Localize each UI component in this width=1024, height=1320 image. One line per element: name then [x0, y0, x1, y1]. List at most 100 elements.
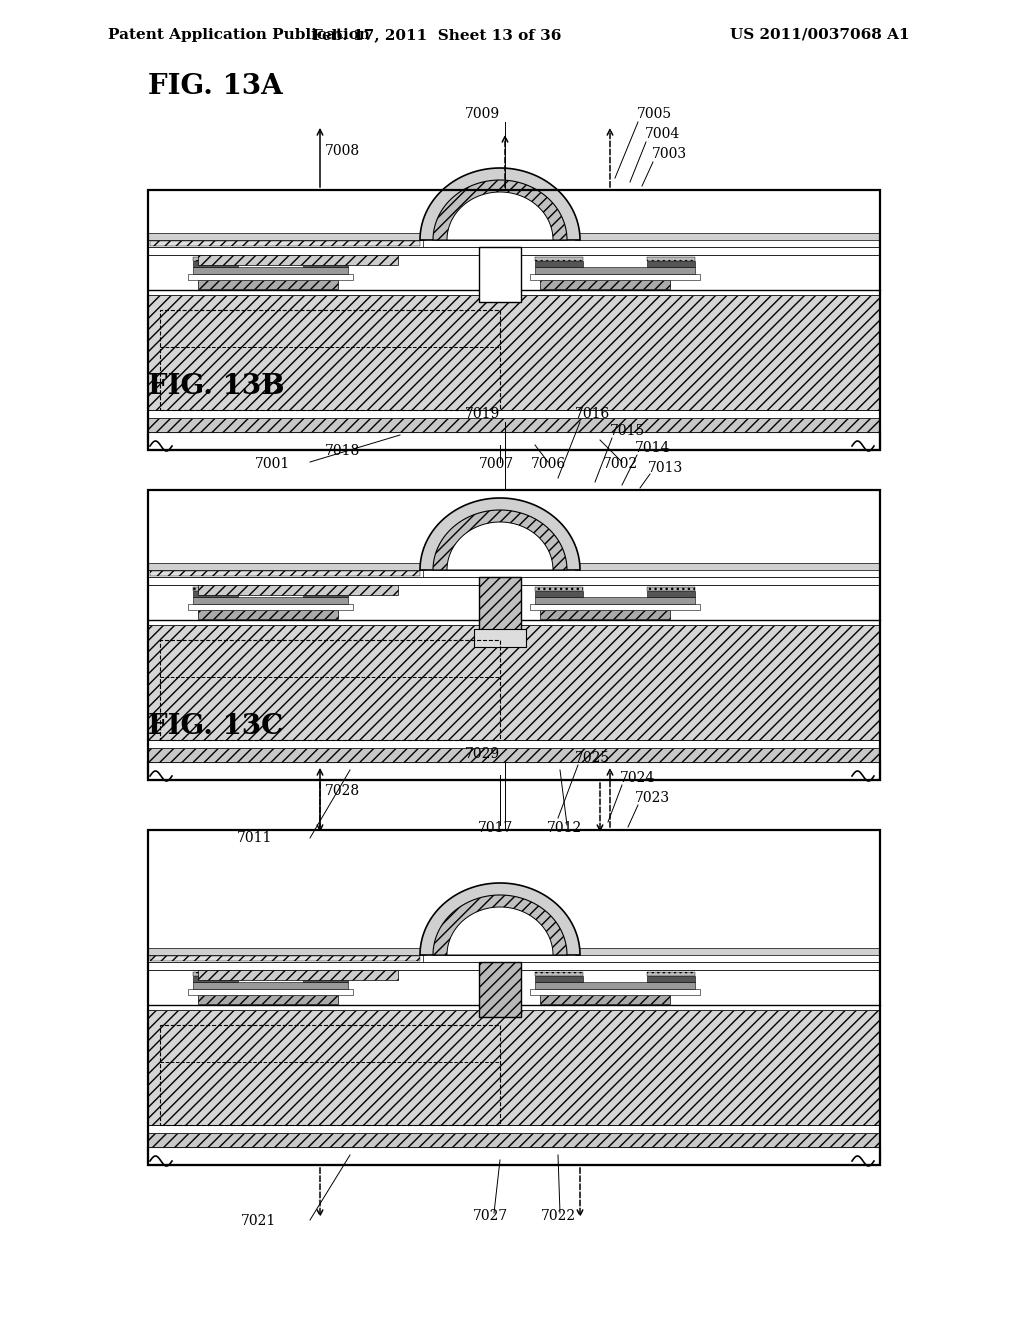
Bar [148, 294, 880, 411]
Bar [198, 255, 398, 265]
Text: 7029: 7029 [465, 747, 500, 762]
Polygon shape [433, 895, 567, 954]
Bar [193, 257, 238, 261]
Bar [303, 261, 348, 267]
Bar [530, 989, 700, 995]
Bar [198, 610, 338, 619]
Bar [148, 490, 880, 780]
Text: Feb. 17, 2011  Sheet 13 of 36: Feb. 17, 2011 Sheet 13 of 36 [312, 28, 562, 42]
Text: 7022: 7022 [541, 1209, 575, 1224]
Bar [530, 275, 700, 280]
Polygon shape [447, 907, 553, 954]
Bar [148, 577, 880, 585]
Bar [148, 290, 880, 294]
Text: 7011: 7011 [238, 832, 272, 845]
Bar [303, 591, 348, 597]
Text: 7024: 7024 [620, 771, 655, 785]
Bar [148, 1133, 880, 1147]
Bar [303, 975, 348, 982]
Text: Patent Application Publication: Patent Application Publication [108, 28, 370, 42]
Polygon shape [420, 883, 580, 954]
Polygon shape [433, 510, 567, 570]
Bar [193, 982, 348, 989]
Bar [540, 610, 670, 619]
Bar [303, 257, 348, 261]
Bar [540, 995, 670, 1005]
Bar [198, 280, 338, 289]
Bar [150, 956, 420, 961]
Bar [303, 587, 348, 591]
Bar [647, 591, 695, 597]
Text: FIG. 13B: FIG. 13B [148, 374, 285, 400]
Text: 7008: 7008 [325, 144, 360, 158]
Bar [647, 972, 695, 975]
Bar [148, 190, 880, 450]
Bar [535, 587, 583, 591]
Bar [540, 280, 670, 289]
Bar [148, 1005, 880, 1010]
Bar [150, 242, 420, 246]
Bar [535, 982, 695, 989]
Text: FIG. 13A: FIG. 13A [148, 73, 283, 100]
Text: 7001: 7001 [254, 457, 290, 471]
Bar [647, 257, 695, 261]
Text: 7012: 7012 [548, 821, 583, 836]
Bar [535, 597, 695, 605]
Bar [535, 972, 583, 975]
Bar [148, 948, 425, 954]
Bar [198, 970, 398, 979]
Bar [148, 762, 880, 780]
Text: 7018: 7018 [325, 444, 360, 458]
Text: 7004: 7004 [645, 127, 680, 141]
Bar [148, 570, 423, 577]
Bar [148, 620, 880, 624]
Bar [148, 240, 423, 247]
Bar [530, 605, 700, 610]
Bar [193, 975, 238, 982]
Text: 7017: 7017 [478, 821, 514, 836]
Bar [193, 261, 238, 267]
Bar [148, 962, 880, 970]
Bar [535, 591, 583, 597]
Bar [193, 587, 238, 591]
Bar [647, 587, 695, 591]
Polygon shape [420, 168, 580, 240]
Text: 7014: 7014 [635, 441, 671, 455]
Bar [148, 1147, 880, 1166]
Bar [193, 597, 348, 605]
Polygon shape [447, 191, 553, 240]
Bar [479, 247, 521, 302]
Polygon shape [420, 498, 580, 570]
Text: 7006: 7006 [530, 457, 565, 471]
Bar [160, 1026, 500, 1125]
Text: 7013: 7013 [648, 461, 683, 475]
Text: 7005: 7005 [637, 107, 672, 121]
Bar [575, 234, 880, 240]
Bar [535, 261, 583, 267]
Bar [160, 640, 500, 741]
Bar [148, 234, 425, 240]
Bar [148, 624, 880, 741]
Bar [148, 411, 880, 418]
Bar [148, 1010, 880, 1125]
Text: 7007: 7007 [478, 457, 514, 471]
Bar [193, 267, 348, 275]
Bar [647, 261, 695, 267]
Text: FIG. 13C: FIG. 13C [148, 713, 283, 741]
Text: 7023: 7023 [635, 791, 670, 805]
Text: 7028: 7028 [325, 784, 360, 799]
Bar [148, 748, 880, 762]
Bar [160, 310, 500, 411]
Text: 7025: 7025 [575, 751, 610, 766]
Bar [198, 995, 338, 1005]
Polygon shape [433, 180, 567, 240]
Bar [575, 564, 880, 570]
Polygon shape [447, 521, 553, 570]
Bar [303, 972, 348, 975]
Bar [535, 267, 695, 275]
Bar [188, 605, 353, 610]
Bar [188, 275, 353, 280]
Bar [474, 630, 526, 647]
Text: 7016: 7016 [575, 407, 610, 421]
Bar [535, 975, 583, 982]
